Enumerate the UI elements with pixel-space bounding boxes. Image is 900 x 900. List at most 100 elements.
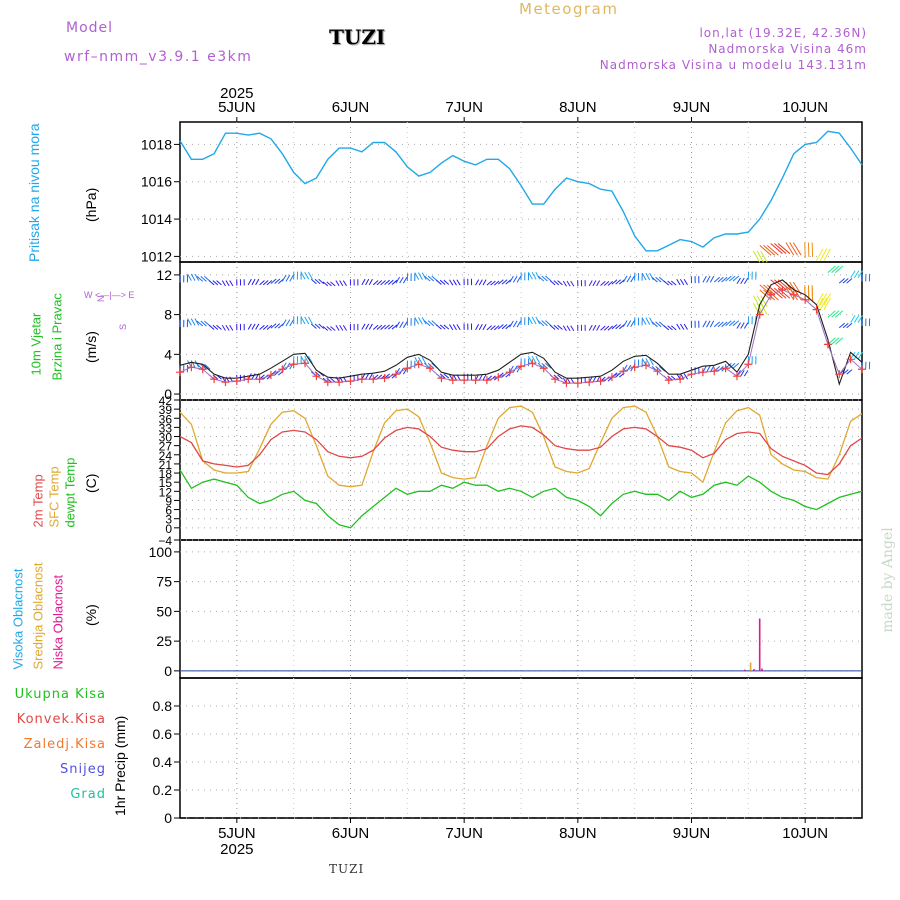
wind-speed-marker — [266, 371, 275, 380]
wind-barb — [592, 280, 597, 287]
wind-barb — [509, 275, 514, 283]
wind-barb — [310, 278, 317, 285]
wind-barb — [570, 377, 575, 384]
temp2m-line — [179, 425, 863, 476]
wind-barb — [221, 324, 226, 331]
pressure-line — [179, 130, 863, 252]
wind-speed-marker — [357, 375, 366, 384]
wind-barb — [221, 280, 226, 287]
wind-barb — [713, 366, 721, 372]
wind-barb — [421, 272, 427, 280]
wind-speed-marker — [789, 290, 798, 299]
wind-barb — [200, 363, 207, 370]
wind-barb — [247, 278, 252, 286]
model-name: wrf–nmm_v3.9.1 e3km — [64, 49, 253, 65]
y-tick-label: 0.6 — [153, 726, 173, 742]
wind-barb — [391, 279, 398, 285]
bottom-day-label: 5JUN — [218, 825, 256, 842]
wind-speed-marker — [278, 365, 287, 374]
y-tick-label: 0.4 — [153, 754, 173, 770]
wind-barb — [655, 366, 662, 372]
wind-barb — [300, 355, 306, 364]
wind-barb — [823, 293, 831, 306]
wind-barb — [541, 275, 548, 282]
wind-barb — [603, 325, 610, 331]
wind-speed-marker — [630, 363, 639, 372]
wind-barb — [308, 355, 313, 364]
wind-barb — [850, 351, 856, 360]
wind-barb — [208, 280, 215, 286]
wind-speed-marker — [482, 376, 491, 385]
y-tick-label: 0.2 — [153, 782, 173, 798]
wind-barb — [600, 325, 606, 331]
wind-barb — [229, 324, 234, 331]
wind-barb — [194, 360, 200, 368]
wind-barb — [596, 324, 601, 331]
wind-barb — [196, 320, 204, 327]
wind-barb — [721, 276, 728, 283]
wind-barb — [368, 373, 373, 380]
y-tick-label: 27 — [159, 440, 173, 454]
wind-barb — [626, 320, 632, 327]
wind-barb — [557, 374, 563, 380]
wind-barb — [834, 310, 844, 318]
wind-barb — [501, 324, 508, 330]
wind-barb — [395, 321, 401, 329]
wind-speed-marker — [642, 361, 651, 370]
wind-barb — [649, 317, 654, 325]
top-day-label: 9JUN — [673, 99, 711, 116]
wind-barb — [527, 316, 533, 325]
wind-barb — [399, 321, 404, 329]
wind-barb — [846, 278, 853, 284]
wind-speed-marker — [391, 370, 400, 379]
wind-barb — [395, 367, 401, 375]
wind-barb — [846, 322, 853, 329]
wind-barb — [535, 355, 541, 364]
wind-barb — [187, 273, 192, 281]
wind-barb — [418, 357, 423, 365]
y-tick-label: 24 — [159, 449, 173, 463]
wind-barb — [834, 265, 844, 274]
wind-barb — [531, 355, 537, 364]
wind-barb — [760, 303, 768, 315]
bottom-day-label: 7JUN — [445, 825, 483, 842]
wind-barb — [304, 355, 310, 364]
y-tick-label: 1012 — [141, 248, 172, 264]
wind-barb — [789, 281, 798, 296]
wind-barb — [330, 377, 336, 383]
wind-barb — [456, 279, 461, 286]
wind-barb — [204, 276, 211, 282]
wind-barb — [774, 243, 787, 254]
wind-speed-marker — [835, 370, 844, 379]
wind-barb — [310, 323, 317, 329]
wind-speed-marker — [471, 376, 480, 385]
wind-barb — [443, 324, 450, 330]
bottom-day-label: 8JUN — [559, 825, 597, 842]
wind-barb — [842, 322, 849, 329]
wind-speed-marker — [505, 368, 514, 377]
wind-barb — [667, 280, 673, 286]
y-tick-label: 12 — [156, 267, 172, 283]
wind-barb — [831, 265, 840, 274]
wind-barb — [770, 279, 783, 291]
wind-barb — [212, 280, 219, 286]
wind-barb — [335, 280, 340, 287]
wind-barb — [728, 275, 736, 282]
wind-barb — [740, 277, 745, 285]
wind-barb — [424, 275, 431, 282]
wind-barb — [721, 321, 728, 328]
wind-barb — [281, 319, 287, 327]
wind-barb — [611, 279, 618, 285]
wind-speed-marker — [755, 310, 764, 319]
wind-barb — [436, 324, 442, 330]
wind-barb — [774, 287, 787, 299]
wind-barb — [452, 324, 457, 331]
high-cloud-label: Visoka Oblacnost — [10, 568, 26, 670]
wind-barb — [706, 320, 711, 328]
wind-barb — [774, 279, 787, 291]
wind-speed-marker — [528, 359, 537, 368]
wind-barb — [509, 320, 514, 328]
wind-barb — [365, 373, 370, 380]
legend-convective-rain: Konvek.Kisa — [16, 712, 106, 727]
